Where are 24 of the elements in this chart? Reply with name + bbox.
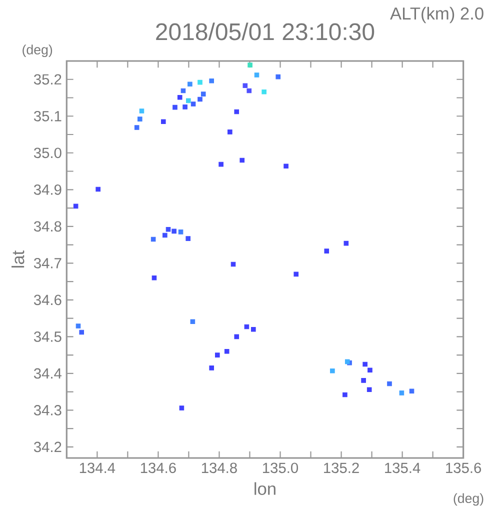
chart-title: 2018/05/01 23:10:30 [156,22,374,40]
y-tick-label: 34.7 [34,258,62,268]
y-tick-label: 35.1 [34,110,62,122]
y-tick-label: 34.4 [34,368,62,379]
text: (deg) [22,44,52,58]
y-tick-label: 34.2 [34,442,62,452]
x-tick-label: 135.4 [385,462,420,474]
x-axis-title: lon [254,482,276,495]
y-tick-label: 35.0 [34,148,62,158]
y-tick-label: 34.6 [34,294,62,306]
x-tick-label: 135.2 [324,462,359,474]
text: ALT(km) 2.0 [390,6,484,24]
x-tick-label: 134.8 [202,462,237,474]
y-tick-label: 35.2 [34,74,62,85]
x-tick-label: 134.4 [80,462,116,474]
x-tick-label: 135.6 [446,462,482,474]
text: (deg) [454,493,484,506]
x-tick-label: 134.6 [140,462,176,474]
y-tick-label: 34.3 [34,405,62,416]
y-tick-label: 34.8 [34,221,62,232]
y-tick-label: 34.5 [34,332,62,342]
y-axis-title: lat [12,250,24,268]
x-tick-label: 135.0 [263,462,298,474]
y-tick-label: 34.9 [34,184,62,195]
